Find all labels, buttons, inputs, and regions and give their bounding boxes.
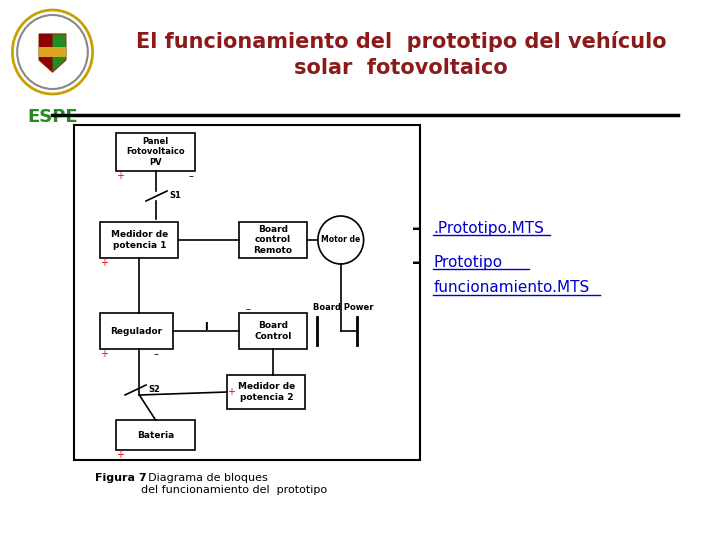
Text: ESPE: ESPE [27, 108, 78, 126]
Text: l: l [204, 322, 207, 332]
Bar [227, 375, 305, 409]
Bar [238, 313, 307, 349]
Text: El funcionamiento del  prototipo del vehículo: El funcionamiento del prototipo del vehí… [135, 31, 666, 52]
Text: S2: S2 [148, 386, 160, 395]
Bar [100, 313, 173, 349]
Text: Regulador: Regulador [110, 327, 163, 335]
Bar [117, 133, 194, 171]
Text: +: + [227, 387, 235, 397]
Text: Figura 7: Figura 7 [96, 473, 147, 483]
Bar [238, 222, 307, 258]
Text: S1: S1 [169, 192, 181, 200]
Bar [117, 420, 194, 450]
Circle shape [318, 216, 364, 264]
Polygon shape [39, 34, 66, 72]
Polygon shape [39, 34, 53, 72]
Text: Medidor de
potencia 2: Medidor de potencia 2 [238, 382, 295, 402]
Text: Board
control
Remoto: Board control Remoto [253, 225, 292, 255]
Bar [74, 125, 420, 460]
Text: Motor de: Motor de [321, 235, 360, 245]
Bar [100, 222, 179, 258]
Text: Board
Control: Board Control [254, 321, 292, 341]
Text: funcionamiento.MTS: funcionamiento.MTS [433, 280, 590, 295]
Text: +: + [116, 450, 125, 460]
Polygon shape [39, 47, 66, 57]
Text: +: + [100, 258, 108, 268]
Text: Medidor de
potencia 1: Medidor de potencia 1 [111, 230, 168, 249]
Text: . Diagrama de bloques
del funcionamiento del  prototipo: . Diagrama de bloques del funcionamiento… [141, 473, 328, 495]
Text: +: + [116, 171, 125, 181]
Text: –: – [246, 304, 251, 314]
Text: Panel
Fotovoltaico
PV: Panel Fotovoltaico PV [126, 137, 185, 167]
Text: –: – [413, 219, 422, 238]
Text: Board Power: Board Power [313, 303, 374, 313]
Text: +: + [100, 349, 108, 359]
Text: .Prototipo.MTS: .Prototipo.MTS [433, 220, 544, 235]
Text: Prototipo: Prototipo [433, 254, 503, 269]
Text: –: – [413, 253, 422, 272]
Text: solar  fotovoltaico: solar fotovoltaico [294, 58, 508, 78]
Text: –: – [189, 171, 194, 181]
Text: Bateria: Bateria [137, 430, 174, 440]
Text: –: – [153, 349, 158, 359]
